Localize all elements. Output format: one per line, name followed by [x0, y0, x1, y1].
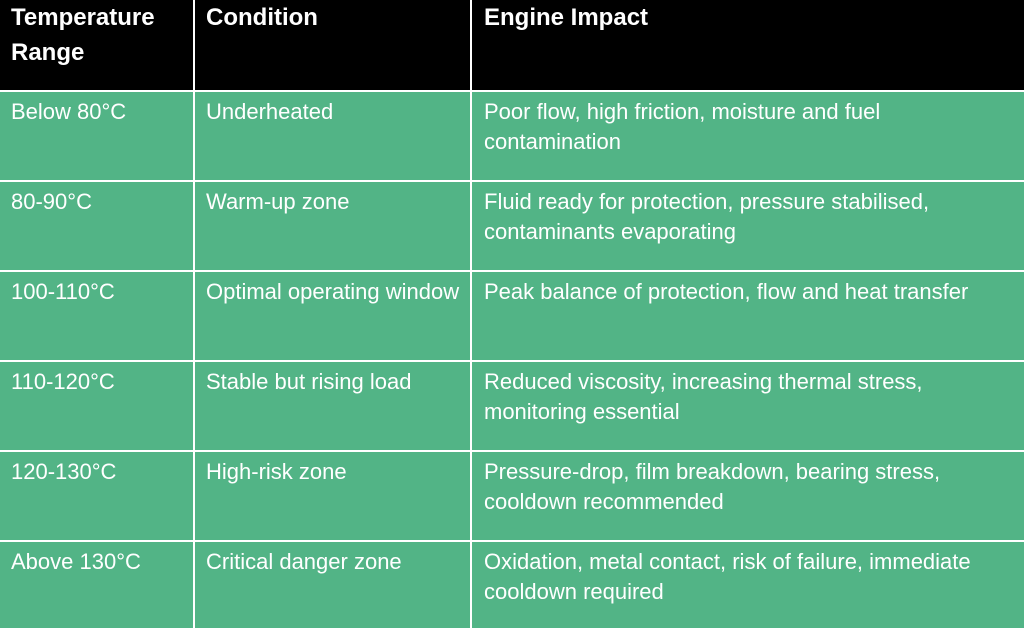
row-4-temperature-range: 110-120°C — [0, 360, 195, 450]
row-6-condition: Critical danger zone — [195, 540, 472, 628]
row-5-engine-impact: Pressure-drop, film breakdown, bearing s… — [472, 450, 1024, 540]
header-condition: Condition — [195, 0, 472, 90]
row-2-engine-impact: Fluid ready for protection, pressure sta… — [472, 180, 1024, 270]
row-5-temperature-range: 120-130°C — [0, 450, 195, 540]
row-1-engine-impact: Poor flow, high friction, moisture and f… — [472, 90, 1024, 180]
row-2-condition: Warm-up zone — [195, 180, 472, 270]
row-6-temperature-range: Above 130°C — [0, 540, 195, 628]
row-1-temperature-range: Below 80°C — [0, 90, 195, 180]
row-4-condition: Stable but rising load — [195, 360, 472, 450]
header-temperature-range: Temperature Range — [0, 0, 195, 90]
header-engine-impact: Engine Impact — [472, 0, 1024, 90]
row-6-engine-impact: Oxidation, metal contact, risk of failur… — [472, 540, 1024, 628]
row-5-condition: High-risk zone — [195, 450, 472, 540]
row-1-condition: Underheated — [195, 90, 472, 180]
row-3-temperature-range: 100-110°C — [0, 270, 195, 360]
row-4-engine-impact: Reduced viscosity, increasing thermal st… — [472, 360, 1024, 450]
row-2-temperature-range: 80-90°C — [0, 180, 195, 270]
row-3-engine-impact: Peak balance of protection, flow and hea… — [472, 270, 1024, 360]
row-3-condition: Optimal operating window — [195, 270, 472, 360]
